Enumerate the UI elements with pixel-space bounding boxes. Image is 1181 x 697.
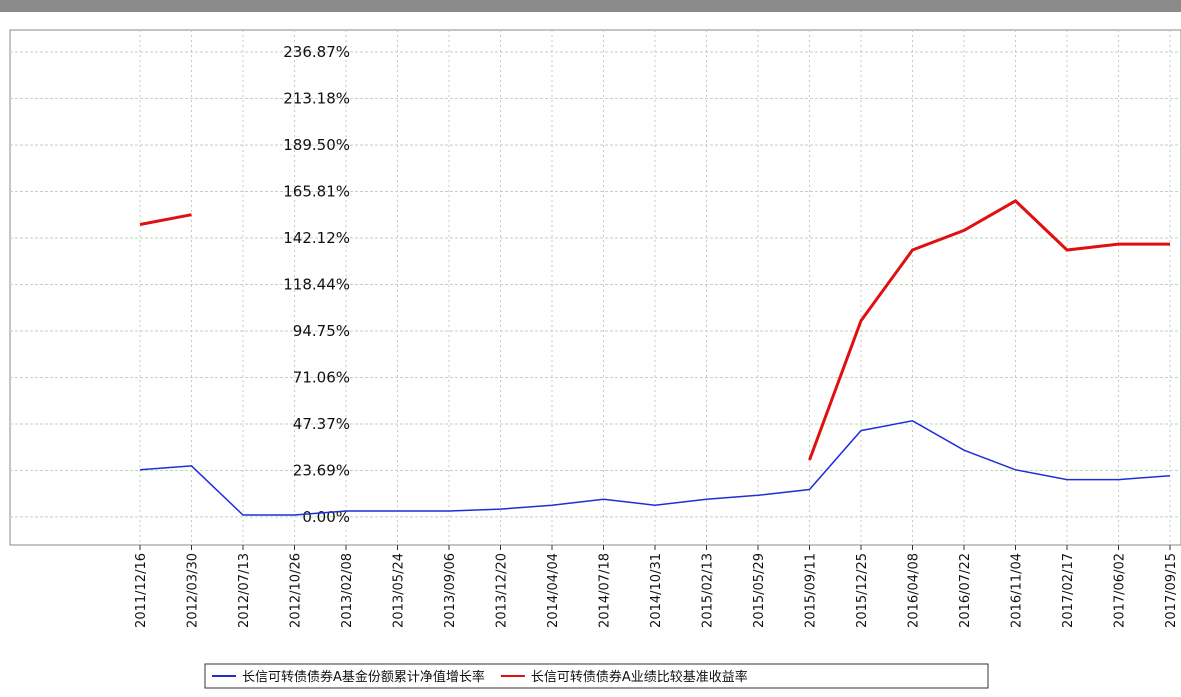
x-tick-label: 2013/09/06 [443,553,458,628]
x-tick-label: 2012/07/13 [237,553,252,628]
y-tick-label: 165.81% [283,183,350,201]
top-band [0,0,1181,12]
y-tick-label: 189.50% [283,136,350,154]
x-tick-label: 2016/07/22 [958,553,973,628]
x-tick-label: 2017/02/17 [1061,553,1076,628]
x-tick-label: 2015/05/29 [752,553,767,628]
x-tick-label: 2013/12/20 [495,553,510,628]
x-tick-label: 2014/04/04 [546,553,561,628]
y-tick-label: 94.75% [293,322,350,340]
x-tick-label: 2015/09/11 [804,553,819,628]
x-tick-label: 2011/12/16 [134,553,149,628]
y-tick-label: 213.18% [283,90,350,108]
x-tick-label: 2017/09/15 [1164,553,1179,628]
series-line [139,420,1171,516]
y-tick-label: 0.00% [302,508,350,526]
x-tick-label: 2016/04/08 [907,553,922,628]
y-tick-label: 142.12% [283,229,350,247]
legend: 长信可转债债券A基金份额累计净值增长率 长信可转债债券A业绩比较基准收益率 [204,663,989,689]
plot-area [9,29,1181,546]
y-tick-label: 236.87% [283,43,350,61]
y-tick-label: 47.37% [293,415,350,433]
legend-label: 长信可转债债券A业绩比较基准收益率 [531,669,748,685]
x-tick-label: 2015/12/25 [855,553,870,628]
x-tick-label: 2013/02/08 [340,553,355,628]
x-tick-label: 2017/06/02 [1113,553,1128,628]
y-tick-label: 71.06% [293,368,350,386]
legend-box [204,663,989,689]
x-tick-label: 2012/03/30 [186,553,201,628]
x-tick-label: 2013/05/24 [392,553,407,628]
series-line [139,199,1170,461]
x-tick-label: 2014/07/18 [598,553,613,628]
x-tick-label: 2016/11/04 [1010,553,1025,628]
y-tick-label: 23.69% [293,461,350,479]
legend-label: 长信可转债债券A基金份额累计净值增长率 [242,669,485,685]
x-tick-label: 2015/02/13 [701,553,716,628]
x-tick-label: 2014/10/31 [649,553,664,628]
y-tick-label: 118.44% [283,275,350,293]
x-tick-label: 2012/10/26 [289,553,304,628]
